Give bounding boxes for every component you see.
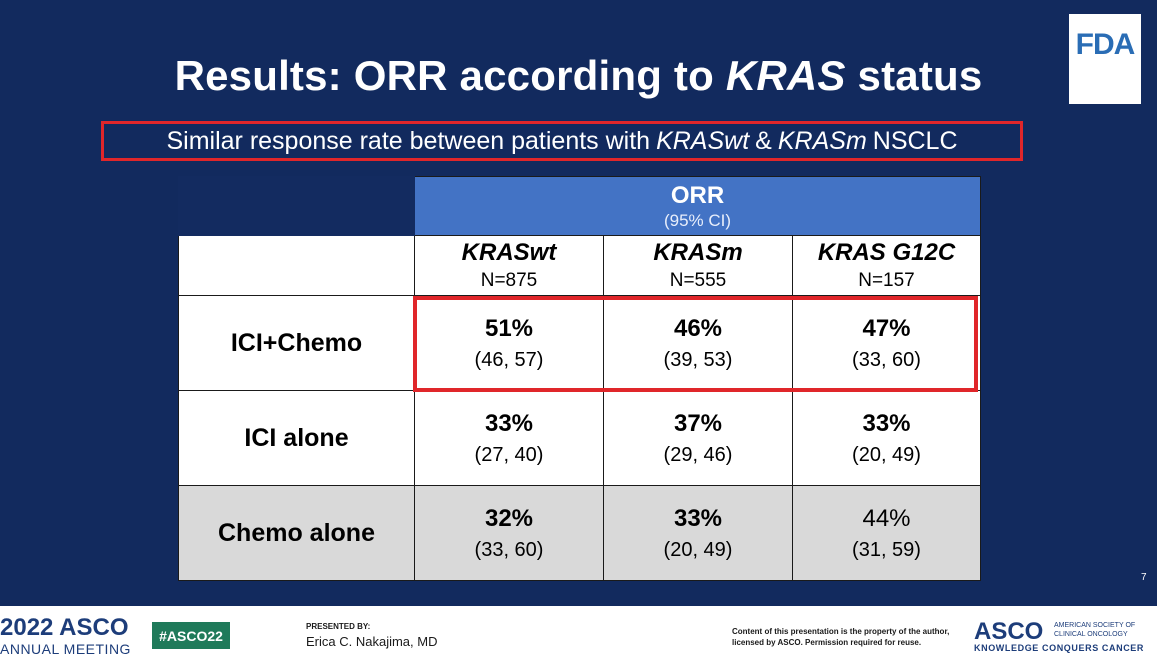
column-name: KRAS G12C	[817, 238, 956, 266]
orr-table: ORR (95% CI) KRASwt N=875 KRASm N=555 KR…	[178, 176, 982, 581]
orr-value: 37%	[673, 410, 723, 437]
asco-meeting-logo: 2022 ASCO	[0, 614, 129, 641]
ci-value: (33, 60)	[474, 539, 544, 561]
title-part-2: KRAS	[725, 52, 846, 99]
slide-number: 7	[1141, 572, 1147, 583]
orr-value: 32%	[484, 505, 534, 532]
table-cell: 51% (46, 57)	[414, 295, 604, 391]
column-name: KRASm	[653, 238, 743, 266]
title-part-3: status	[845, 52, 983, 99]
table-row: ICI+Chemo 51% (46, 57) 46% (39, 53) 47% (33…	[178, 295, 982, 391]
ci-value: (29, 46)	[663, 444, 733, 466]
header-blank-cell	[178, 176, 415, 236]
ci-value: (20, 49)	[663, 539, 733, 561]
orr-value: 33%	[673, 505, 723, 532]
hashtag-badge: #ASCO22	[152, 622, 230, 649]
column-header-krasm: KRASm N=555	[603, 235, 793, 296]
fda-logo-text: FDA	[1075, 28, 1136, 61]
title-part-1: Results: ORR according to	[174, 52, 726, 99]
subtitle-part-2: KRASwt	[656, 126, 750, 155]
disclaimer-text: Content of this presentation is the prop…	[732, 627, 950, 647]
orr-value: 51%	[484, 315, 534, 342]
table-cell: 33% (20, 49)	[791, 390, 982, 486]
orr-value: 47%	[862, 315, 911, 342]
column-header-blank	[178, 235, 415, 296]
asco-tagline: KNOWLEDGE CONQUERS CANCER	[974, 643, 1145, 653]
orr-subtitle: (95% CI)	[663, 211, 732, 230]
subtitle-part-4: KRASm	[777, 126, 867, 155]
column-n: N=875	[480, 269, 538, 291]
presented-by-label: PRESENTED BY:	[306, 622, 371, 631]
column-n: N=555	[669, 269, 727, 291]
row-label: ICI+Chemo	[178, 295, 415, 391]
ci-value: (27, 40)	[474, 444, 544, 466]
column-n: N=157	[858, 269, 915, 291]
table-row: Chemo alone 32% (33, 60) 33% (20, 49) 44% (…	[178, 485, 982, 581]
orr-value: 33%	[484, 410, 534, 437]
asco-society-name: AMERICAN SOCIETY OF CLINICAL ONCOLOGY	[1054, 622, 1136, 638]
orr-title: ORR	[670, 182, 725, 209]
subtitle-box: Similar response rate between patients w…	[101, 121, 1023, 161]
annual-meeting-label: ANNUAL MEETING	[0, 641, 131, 657]
column-header-kraswt: KRASwt N=875	[414, 235, 604, 296]
orr-group-header: ORR (95% CI)	[413, 176, 982, 236]
ci-value: (46, 57)	[474, 349, 544, 371]
subtitle-part-1: Similar response rate between patients w…	[166, 126, 651, 155]
ci-value: (39, 53)	[663, 349, 733, 371]
table-cell: 37% (29, 46)	[603, 390, 793, 486]
fda-logo: FDA	[1069, 14, 1141, 104]
table-cell: 44% (31, 59)	[791, 485, 982, 581]
table-cell: 33% (27, 40)	[414, 390, 604, 486]
presenter-name: Erica C. Nakajima, MD	[306, 634, 438, 649]
column-name: KRASwt	[461, 238, 557, 266]
table-cell: 32% (33, 60)	[414, 485, 604, 581]
column-header-kras-g12c: KRAS G12C N=157	[791, 235, 982, 296]
orr-value: 44%	[862, 505, 911, 532]
ci-value: (33, 60)	[852, 349, 921, 371]
table-cell: 46% (39, 53)	[603, 295, 793, 391]
row-label: ICI alone	[178, 390, 415, 486]
subtitle-part-5: NSCLC	[872, 126, 958, 155]
table-cell: 47% (33, 60)	[791, 295, 982, 391]
slide-title: Results: ORR according to KRAS status	[0, 52, 1157, 100]
orr-value: 33%	[862, 410, 911, 437]
subtitle-part-3: &	[755, 126, 772, 155]
slide: Results: ORR according to KRAS status FD…	[0, 14, 1157, 583]
table-cell: 33% (20, 49)	[603, 485, 793, 581]
row-label: Chemo alone	[178, 485, 415, 581]
ci-value: (31, 59)	[852, 539, 921, 561]
table-row: ICI alone 33% (27, 40) 37% (29, 46) 33% (20…	[178, 390, 982, 486]
ci-value: (20, 49)	[852, 444, 921, 466]
orr-value: 46%	[673, 315, 723, 342]
asco-logo: ASCO	[974, 618, 1044, 645]
